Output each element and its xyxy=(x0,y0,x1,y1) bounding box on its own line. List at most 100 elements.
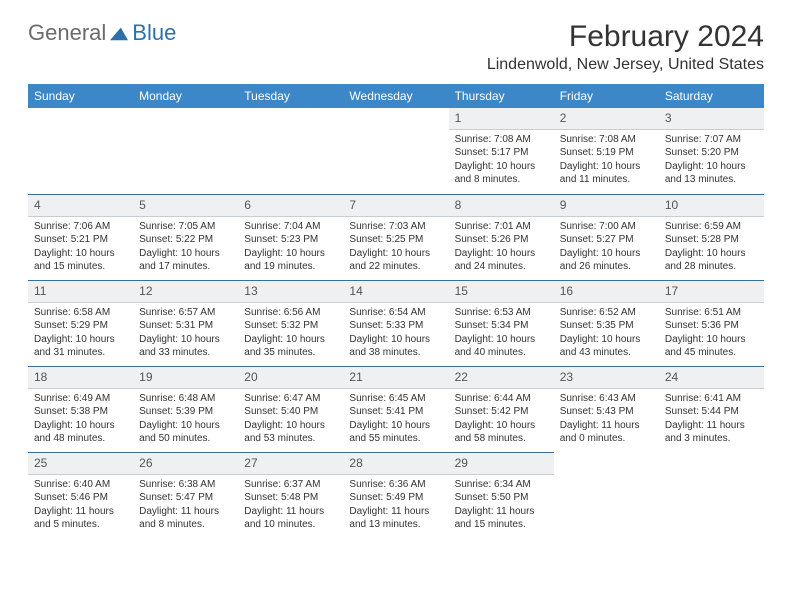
day-number: 5 xyxy=(139,198,146,212)
logo-text-general: General xyxy=(28,20,106,46)
day-number-bar: 19 xyxy=(133,366,238,389)
sunrise-line: Sunrise: 6:34 AM xyxy=(455,478,548,492)
day-number-bar: 10 xyxy=(659,194,764,217)
sunset-line: Sunset: 5:21 PM xyxy=(34,233,127,247)
logo-shape-icon xyxy=(108,24,130,42)
calendar-day-cell: 3Sunrise: 7:07 AMSunset: 5:20 PMDaylight… xyxy=(659,108,764,194)
logo: General Blue xyxy=(28,20,176,46)
day-number-bar: 13 xyxy=(238,280,343,303)
day-number-bar: 14 xyxy=(343,280,448,303)
daylight-line: Daylight: 10 hours and 26 minutes. xyxy=(560,247,653,274)
day-number: 29 xyxy=(455,456,468,470)
day-content: Sunrise: 7:03 AMSunset: 5:25 PMDaylight:… xyxy=(343,217,448,278)
calendar-day-cell: 19Sunrise: 6:48 AMSunset: 5:39 PMDayligh… xyxy=(133,366,238,452)
sunset-line: Sunset: 5:17 PM xyxy=(455,146,548,160)
calendar-day-cell: 14Sunrise: 6:54 AMSunset: 5:33 PMDayligh… xyxy=(343,280,448,366)
day-content: Sunrise: 7:08 AMSunset: 5:17 PMDaylight:… xyxy=(449,130,554,191)
sunset-line: Sunset: 5:28 PM xyxy=(665,233,758,247)
calendar-day-cell: 6 Sunrise: 7:04 AMSunset: 5:23 PMDaylight… xyxy=(238,194,343,280)
daylight-line: Daylight: 10 hours and 11 minutes. xyxy=(560,160,653,187)
calendar-day-cell: 21 Sunrise: 6:45 AMSunset: 5:41 PMDayligh… xyxy=(343,366,448,452)
day-content: Sunrise: 7:01 AMSunset: 5:26 PMDaylight:… xyxy=(449,217,554,278)
logo-text-blue: Blue xyxy=(132,20,176,46)
calendar-day-cell: 15Sunrise: 6:53 AMSunset: 5:34 PMDayligh… xyxy=(449,280,554,366)
daylight-line: Daylight: 10 hours and 53 minutes. xyxy=(244,419,337,446)
day-number-bar: 16 xyxy=(554,280,659,303)
weekday-header: Monday xyxy=(133,84,238,108)
sunset-line: Sunset: 5:50 PM xyxy=(455,491,548,505)
calendar-day-cell: 18Sunrise: 6:49 AMSunset: 5:38 PMDayligh… xyxy=(28,366,133,452)
sunset-line: Sunset: 5:25 PM xyxy=(349,233,442,247)
day-content: Sunrise: 6:40 AMSunset: 5:46 PMDaylight:… xyxy=(28,475,133,536)
sunset-line: Sunset: 5:34 PM xyxy=(455,319,548,333)
sunrise-line: Sunrise: 7:03 AM xyxy=(349,220,442,234)
sunrise-line: Sunrise: 6:49 AM xyxy=(34,392,127,406)
sunset-line: Sunset: 5:46 PM xyxy=(34,491,127,505)
header: General Blue February 2024 Lindenwold, N… xyxy=(28,20,764,74)
calendar-body: 1Sunrise: 7:08 AMSunset: 5:17 PMDaylight… xyxy=(28,108,764,538)
day-number: 28 xyxy=(349,456,362,470)
day-content: Sunrise: 7:04 AMSunset: 5:23 PMDaylight:… xyxy=(238,217,343,278)
calendar-week-row: 1Sunrise: 7:08 AMSunset: 5:17 PMDaylight… xyxy=(28,108,764,194)
day-number: 6 xyxy=(244,198,251,212)
day-number: 21 xyxy=(349,370,362,384)
daylight-line: Daylight: 10 hours and 24 minutes. xyxy=(455,247,548,274)
day-number: 27 xyxy=(244,456,257,470)
day-content: Sunrise: 6:49 AMSunset: 5:38 PMDaylight:… xyxy=(28,389,133,450)
sunrise-line: Sunrise: 7:07 AM xyxy=(665,133,758,147)
sunrise-line: Sunrise: 6:44 AM xyxy=(455,392,548,406)
day-number-bar: 25 xyxy=(28,452,133,475)
sunset-line: Sunset: 5:29 PM xyxy=(34,319,127,333)
sunset-line: Sunset: 5:42 PM xyxy=(455,405,548,419)
day-content: Sunrise: 6:45 AMSunset: 5:41 PMDaylight:… xyxy=(343,389,448,450)
day-number: 24 xyxy=(665,370,678,384)
sunrise-line: Sunrise: 6:38 AM xyxy=(139,478,232,492)
day-number: 8 xyxy=(455,198,462,212)
calendar-week-row: 25Sunrise: 6:40 AMSunset: 5:46 PMDayligh… xyxy=(28,452,764,538)
sunset-line: Sunset: 5:22 PM xyxy=(139,233,232,247)
calendar-day-cell: 25Sunrise: 6:40 AMSunset: 5:46 PMDayligh… xyxy=(28,452,133,538)
day-number-bar: 3 xyxy=(659,108,764,130)
daylight-line: Daylight: 10 hours and 22 minutes. xyxy=(349,247,442,274)
day-number: 17 xyxy=(665,284,678,298)
day-number: 15 xyxy=(455,284,468,298)
day-number-bar: 24 xyxy=(659,366,764,389)
daylight-line: Daylight: 10 hours and 28 minutes. xyxy=(665,247,758,274)
day-content: Sunrise: 6:38 AMSunset: 5:47 PMDaylight:… xyxy=(133,475,238,536)
daylight-line: Daylight: 10 hours and 8 minutes. xyxy=(455,160,548,187)
day-number: 4 xyxy=(34,198,41,212)
sunrise-line: Sunrise: 7:05 AM xyxy=(139,220,232,234)
sunrise-line: Sunrise: 6:57 AM xyxy=(139,306,232,320)
day-number-bar: 12 xyxy=(133,280,238,303)
calendar-day-cell: 1Sunrise: 7:08 AMSunset: 5:17 PMDaylight… xyxy=(449,108,554,194)
day-number-bar: 11 xyxy=(28,280,133,303)
sunset-line: Sunset: 5:35 PM xyxy=(560,319,653,333)
sunset-line: Sunset: 5:47 PM xyxy=(139,491,232,505)
sunset-line: Sunset: 5:49 PM xyxy=(349,491,442,505)
sunrise-line: Sunrise: 6:53 AM xyxy=(455,306,548,320)
daylight-line: Daylight: 11 hours and 13 minutes. xyxy=(349,505,442,532)
sunset-line: Sunset: 5:23 PM xyxy=(244,233,337,247)
sunset-line: Sunset: 5:27 PM xyxy=(560,233,653,247)
day-content: Sunrise: 6:56 AMSunset: 5:32 PMDaylight:… xyxy=(238,303,343,364)
calendar-day-cell xyxy=(554,452,659,538)
day-number-bar: 22 xyxy=(449,366,554,389)
calendar-day-cell: 16Sunrise: 6:52 AMSunset: 5:35 PMDayligh… xyxy=(554,280,659,366)
day-number-bar: 18 xyxy=(28,366,133,389)
daylight-line: Daylight: 10 hours and 55 minutes. xyxy=(349,419,442,446)
title-block: February 2024 Lindenwold, New Jersey, Un… xyxy=(487,20,764,74)
sunset-line: Sunset: 5:31 PM xyxy=(139,319,232,333)
calendar-day-cell xyxy=(28,108,133,194)
calendar-day-cell: 9Sunrise: 7:00 AMSunset: 5:27 PMDaylight… xyxy=(554,194,659,280)
weekday-header: Friday xyxy=(554,84,659,108)
daylight-line: Daylight: 10 hours and 17 minutes. xyxy=(139,247,232,274)
day-number-bar: 15 xyxy=(449,280,554,303)
day-number: 16 xyxy=(560,284,573,298)
weekday-header: Sunday xyxy=(28,84,133,108)
calendar-day-cell: 28Sunrise: 6:36 AMSunset: 5:49 PMDayligh… xyxy=(343,452,448,538)
daylight-line: Daylight: 10 hours and 43 minutes. xyxy=(560,333,653,360)
day-content: Sunrise: 6:43 AMSunset: 5:43 PMDaylight:… xyxy=(554,389,659,450)
daylight-line: Daylight: 10 hours and 50 minutes. xyxy=(139,419,232,446)
day-number: 26 xyxy=(139,456,152,470)
sunset-line: Sunset: 5:38 PM xyxy=(34,405,127,419)
